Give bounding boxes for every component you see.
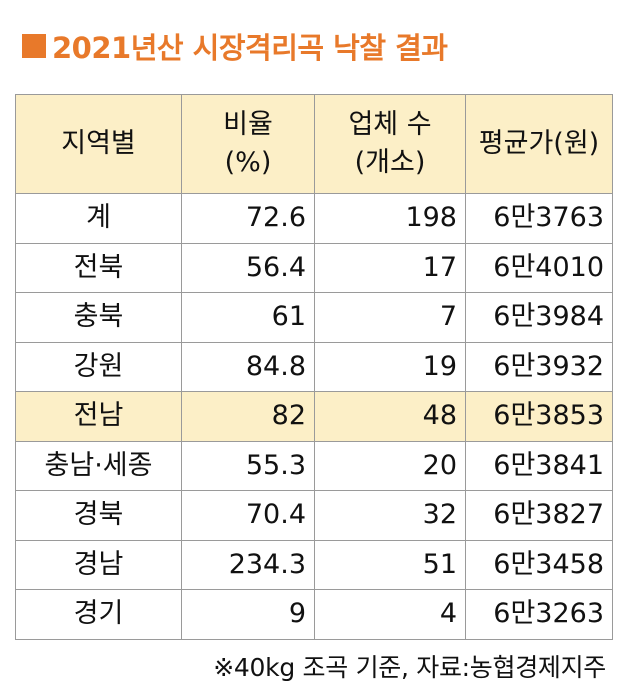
ratio-cell: 82	[181, 391, 315, 442]
region-cell: 전남	[15, 391, 182, 442]
ratio-cell: 56.4	[181, 242, 315, 293]
table-row: 강원 84.8 19 6만3932	[15, 341, 613, 392]
ratio-cell: 72.6	[181, 193, 315, 244]
region-cell: 경남	[15, 539, 182, 590]
price-cell: 6만3841	[465, 440, 613, 491]
table-row: 전북 56.4 17 6만4010	[15, 242, 613, 293]
header-ratio-label: 비율	[223, 109, 273, 140]
results-table: 지역별 비율 (%) 업체 수 (개소) 평균가(원) 계 72.6 198 6만37…	[15, 94, 613, 640]
region-cell: 충남·세종	[15, 440, 182, 491]
table-row: 계 72.6 198 6만3763	[15, 193, 613, 244]
price-cell: 6만3263	[465, 589, 613, 640]
table-row: 충북 61 7 6만3984	[15, 292, 613, 343]
header-count: 업체 수 (개소)	[314, 94, 466, 194]
region-cell: 충북	[15, 292, 182, 343]
price-cell: 6만3984	[465, 292, 613, 343]
table-row: 전남 82 48 6만3853	[15, 391, 613, 442]
count-cell: 17	[314, 242, 466, 293]
region-cell: 강원	[15, 341, 182, 392]
region-cell: 경기	[15, 589, 182, 640]
price-cell: 6만4010	[465, 242, 613, 293]
header-region-label: 지역별	[61, 128, 136, 159]
table-row: 경남 234.3 51 6만3458	[15, 539, 613, 590]
region-cell: 경북	[15, 490, 182, 541]
ratio-cell: 61	[181, 292, 315, 343]
header-count-unit: (개소)	[354, 147, 426, 178]
region-cell: 전북	[15, 242, 182, 293]
price-cell: 6만3763	[465, 193, 613, 244]
table-row: 경기 9 4 6만3263	[15, 589, 613, 640]
header-ratio: 비율 (%)	[181, 94, 315, 194]
count-cell: 19	[314, 341, 466, 392]
square-bullet-icon	[22, 34, 46, 58]
price-cell: 6만3932	[465, 341, 613, 392]
price-cell: 6만3853	[465, 391, 613, 442]
count-cell: 51	[314, 539, 466, 590]
table-row: 경북 70.4 32 6만3827	[15, 490, 613, 541]
ratio-cell: 9	[181, 589, 315, 640]
page-title: 2021년산 시장격리곡 낙찰 결과	[22, 24, 448, 68]
region-cell: 계	[15, 193, 182, 244]
count-cell: 7	[314, 292, 466, 343]
count-cell: 32	[314, 490, 466, 541]
ratio-cell: 55.3	[181, 440, 315, 491]
count-cell: 198	[314, 193, 466, 244]
count-cell: 48	[314, 391, 466, 442]
ratio-cell: 84.8	[181, 341, 315, 392]
title-text: 2021년산 시장격리곡 낙찰 결과	[52, 31, 448, 65]
count-cell: 20	[314, 440, 466, 491]
price-cell: 6만3458	[465, 539, 613, 590]
ratio-cell: 70.4	[181, 490, 315, 541]
header-price: 평균가(원)	[465, 94, 613, 194]
header-price-label: 평균가(원)	[478, 128, 600, 159]
price-cell: 6만3827	[465, 490, 613, 541]
table-row: 충남·세종 55.3 20 6만3841	[15, 440, 613, 491]
header-row: 지역별 비율 (%) 업체 수 (개소) 평균가(원)	[15, 94, 613, 194]
header-ratio-unit: (%)	[224, 147, 272, 178]
header-region: 지역별	[15, 94, 182, 194]
count-cell: 4	[314, 589, 466, 640]
ratio-cell: 234.3	[181, 539, 315, 590]
header-count-label: 업체 수	[348, 109, 432, 140]
footnote: ※40kg 조곡 기준, 자료:농협경제지주	[213, 653, 606, 682]
